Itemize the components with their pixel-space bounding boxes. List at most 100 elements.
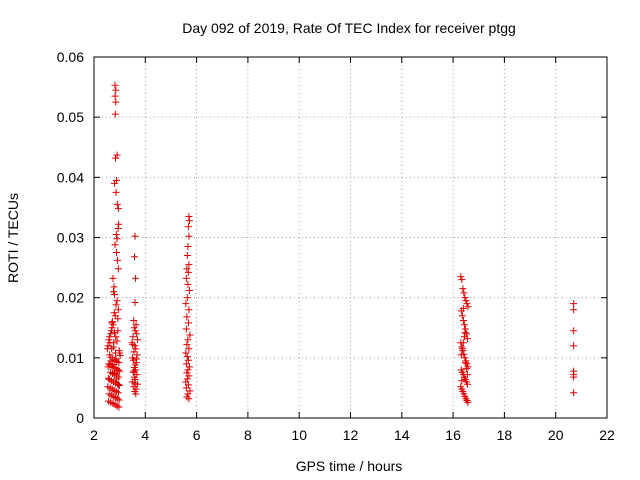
data-point <box>113 337 121 345</box>
data-point <box>105 336 113 344</box>
data-point <box>113 375 121 383</box>
data-point <box>112 86 120 94</box>
data-point <box>114 366 122 374</box>
data-point <box>129 368 137 376</box>
data-point <box>458 343 466 351</box>
data-point <box>132 321 140 329</box>
data-point <box>113 151 121 159</box>
x-tick-label: 8 <box>244 427 252 443</box>
data-point <box>462 365 470 373</box>
data-point <box>182 349 190 357</box>
data-point <box>463 397 471 405</box>
x-tick-label: 10 <box>291 427 307 443</box>
data-point <box>111 92 119 100</box>
data-point <box>182 384 190 392</box>
data-point <box>114 306 122 314</box>
data-point <box>570 327 578 335</box>
data-point <box>458 276 466 284</box>
data-point <box>184 356 192 364</box>
y-tick-label: 0.01 <box>57 350 84 366</box>
data-point <box>184 223 192 231</box>
x-tick-label: 16 <box>445 427 461 443</box>
data-point <box>184 268 192 276</box>
data-point <box>459 317 467 325</box>
data-point <box>109 288 117 296</box>
data-point <box>463 300 471 308</box>
data-point <box>460 321 468 329</box>
data-point <box>109 343 117 351</box>
data-point <box>110 309 118 317</box>
y-tick-label: 0 <box>76 410 84 426</box>
data-point <box>111 329 119 337</box>
data-point <box>133 355 141 363</box>
data-point <box>110 283 118 291</box>
x-tick-label: 20 <box>548 427 564 443</box>
data-point <box>115 381 123 389</box>
data-point <box>112 333 120 341</box>
data-point <box>112 355 120 363</box>
data-point <box>463 335 471 343</box>
data-point <box>107 357 115 365</box>
data-point <box>131 253 139 261</box>
data-point <box>110 369 118 377</box>
data-point <box>111 81 119 89</box>
data-point <box>113 249 121 257</box>
data-point <box>460 333 468 341</box>
data-point <box>457 273 465 281</box>
data-point <box>114 327 122 335</box>
y-axis-label: ROTI / TECUs <box>5 193 21 283</box>
data-point <box>185 372 193 380</box>
data-point <box>461 294 469 302</box>
x-tick-label: 22 <box>599 427 615 443</box>
data-point <box>131 298 139 306</box>
data-point <box>183 294 191 302</box>
data-point <box>113 200 121 208</box>
data-point <box>463 371 471 379</box>
data-point <box>115 403 123 411</box>
data-point <box>111 179 119 187</box>
data-point <box>104 342 112 350</box>
data-point <box>185 261 193 269</box>
data-point <box>183 375 191 383</box>
data-point <box>109 321 117 329</box>
data-point <box>464 303 472 311</box>
data-point <box>184 243 192 251</box>
data-point <box>570 306 578 314</box>
data-point <box>115 382 123 390</box>
data-point <box>113 297 121 305</box>
data-point <box>183 313 191 321</box>
data-point <box>182 325 190 333</box>
data-point <box>463 380 471 388</box>
data-point <box>105 333 113 341</box>
data-point <box>570 389 578 397</box>
data-point <box>459 347 467 355</box>
y-tick-label: 0.05 <box>57 109 84 125</box>
data-point <box>570 373 578 381</box>
data-point <box>185 363 193 371</box>
data-point <box>108 345 116 353</box>
data-point <box>461 354 469 362</box>
data-point <box>185 306 193 314</box>
data-point <box>111 241 119 249</box>
data-point <box>463 360 471 368</box>
data-point <box>114 366 122 374</box>
data-point <box>130 317 138 325</box>
y-tick-label: 0.04 <box>57 169 84 185</box>
grid <box>94 57 607 418</box>
data-point <box>185 345 193 353</box>
data-point <box>132 274 140 282</box>
data-point <box>132 390 140 398</box>
data-point <box>112 349 120 357</box>
data-point <box>185 217 193 225</box>
data-point <box>112 188 120 196</box>
x-axis-label: GPS time / hours <box>296 458 403 474</box>
data-point <box>116 351 124 359</box>
data-point <box>464 398 472 406</box>
data-point <box>114 224 122 232</box>
data-point <box>133 351 141 359</box>
x-tick-label: 12 <box>343 427 359 443</box>
data-point <box>106 351 114 359</box>
data-point <box>133 330 141 338</box>
data-point <box>182 360 190 368</box>
